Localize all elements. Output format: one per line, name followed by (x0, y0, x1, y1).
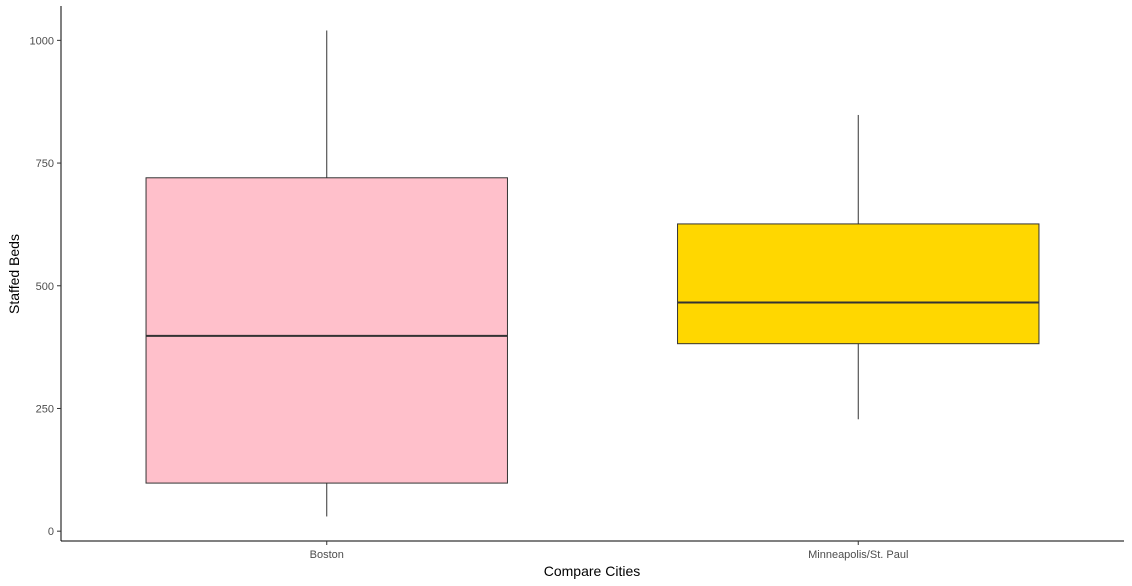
x-tick-label: Minneapolis/St. Paul (808, 549, 908, 561)
y-tick-label: 1000 (30, 35, 54, 47)
y-tick-label: 500 (36, 281, 54, 293)
x-tick-label: Boston (310, 549, 344, 561)
box-boston (145, 177, 508, 484)
y-tick-label: 0 (48, 526, 54, 538)
x-axis-title: Compare Cities (544, 563, 640, 579)
plot-marks (145, 30, 1040, 517)
box-minneapolis-st-paul (677, 223, 1040, 345)
y-tick-label: 750 (36, 158, 54, 170)
y-tick-label: 250 (36, 403, 54, 415)
axes: 0 250 500 750 1000 Boston Minneapolis/St. Paul (30, 6, 1124, 561)
y-axis-title: Staffed Beds (6, 234, 22, 314)
